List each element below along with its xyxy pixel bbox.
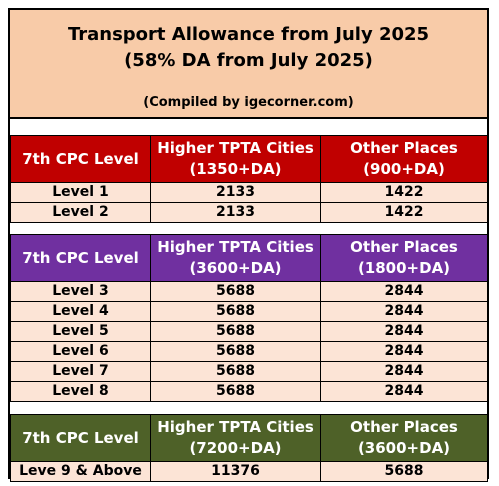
header-level: 7th CPC Level [10, 135, 151, 183]
header-other-label: Other Places [350, 238, 458, 256]
row-other: 2844 [320, 361, 488, 382]
row-level: Level 5 [10, 321, 151, 342]
header-higher-label: Higher TPTA Cities [157, 418, 314, 436]
sheet-title: Transport Allowance from July 2025 [67, 24, 430, 45]
credit-line: (Compiled by igecorner.com) [143, 95, 354, 110]
row-other: 2844 [320, 341, 488, 362]
row-higher: 5688 [150, 301, 321, 322]
header-higher-rate: (1350+DA) [189, 160, 282, 178]
row-higher: 5688 [150, 381, 321, 402]
header-higher: Higher TPTA Cities (1350+DA) [150, 135, 321, 183]
header-level: 7th CPC Level [10, 234, 151, 282]
row-higher: 5688 [150, 341, 321, 362]
table-row: Level 2 2133 1422 [10, 202, 488, 223]
header-higher: Higher TPTA Cities (3600+DA) [150, 234, 321, 282]
row-level: Level 8 [10, 381, 151, 402]
header-other: Other Places (3600+DA) [320, 414, 488, 462]
row-other: 1422 [320, 202, 488, 223]
table-row: Level 7 5688 2844 [10, 361, 488, 382]
header-other-rate: (1800+DA) [357, 259, 451, 277]
row-other: 2844 [320, 281, 488, 302]
header-other: Other Places (1800+DA) [320, 234, 488, 282]
table-row: Level 4 5688 2844 [10, 301, 488, 322]
row-higher: 5688 [150, 361, 321, 382]
header-higher-rate: (7200+DA) [189, 439, 282, 457]
row-higher: 2133 [150, 182, 321, 203]
table-row: Level 1 2133 1422 [10, 182, 488, 203]
row-higher: 2133 [150, 202, 321, 223]
header-other-rate: (3600+DA) [357, 439, 451, 457]
row-higher: 11376 [150, 461, 321, 482]
section-3-header: 7th CPC Level Higher TPTA Cities (7200+DA… [10, 414, 488, 462]
row-other: 5688 [320, 461, 488, 482]
table-row: Level 5 5688 2844 [10, 321, 488, 342]
header-other-label: Other Places [350, 418, 458, 436]
header-higher-rate: (3600+DA) [189, 259, 282, 277]
header-other-rate: (900+DA) [363, 160, 445, 178]
table-row: Level 8 5688 2844 [10, 381, 488, 402]
header-higher-label: Higher TPTA Cities [157, 139, 314, 157]
section-2-header: 7th CPC Level Higher TPTA Cities (3600+DA… [10, 234, 488, 282]
table-row: Level 3 5688 2844 [10, 281, 488, 302]
row-level: Leve 9 & Above [10, 461, 151, 482]
header-level: 7th CPC Level [10, 414, 151, 462]
row-level: Level 2 [10, 202, 151, 223]
header-higher-label: Higher TPTA Cities [157, 238, 314, 256]
header-other: Other Places (900+DA) [320, 135, 488, 183]
row-level: Level 1 [10, 182, 151, 203]
section-3-table: 7th CPC Level Higher TPTA Cities (7200+DA… [10, 414, 488, 482]
section-1-table: 7th CPC Level Higher TPTA Cities (1350+DA… [10, 135, 488, 223]
row-level: Level 4 [10, 301, 151, 322]
row-other: 1422 [320, 182, 488, 203]
row-higher: 5688 [150, 321, 321, 342]
table-row: Leve 9 & Above 11376 5688 [10, 461, 488, 482]
row-other: 2844 [320, 301, 488, 322]
row-level: Level 6 [10, 341, 151, 362]
row-other: 2844 [320, 321, 488, 342]
section-1-header: 7th CPC Level Higher TPTA Cities (1350+DA… [10, 135, 488, 183]
sheet-subtitle: (58% DA from July 2025) [124, 50, 373, 71]
table-row: Level 6 5688 2844 [10, 341, 488, 362]
allowance-sheet: Transport Allowance from July 2025 (58% … [8, 8, 489, 482]
header-higher: Higher TPTA Cities (7200+DA) [150, 414, 321, 462]
section-2-table: 7th CPC Level Higher TPTA Cities (3600+DA… [10, 234, 488, 402]
row-level: Level 3 [10, 281, 151, 302]
header-other-label: Other Places [350, 139, 458, 157]
row-other: 2844 [320, 381, 488, 402]
row-level: Level 7 [10, 361, 151, 382]
row-higher: 5688 [150, 281, 321, 302]
title-block: Transport Allowance from July 2025 (58% … [10, 10, 487, 119]
